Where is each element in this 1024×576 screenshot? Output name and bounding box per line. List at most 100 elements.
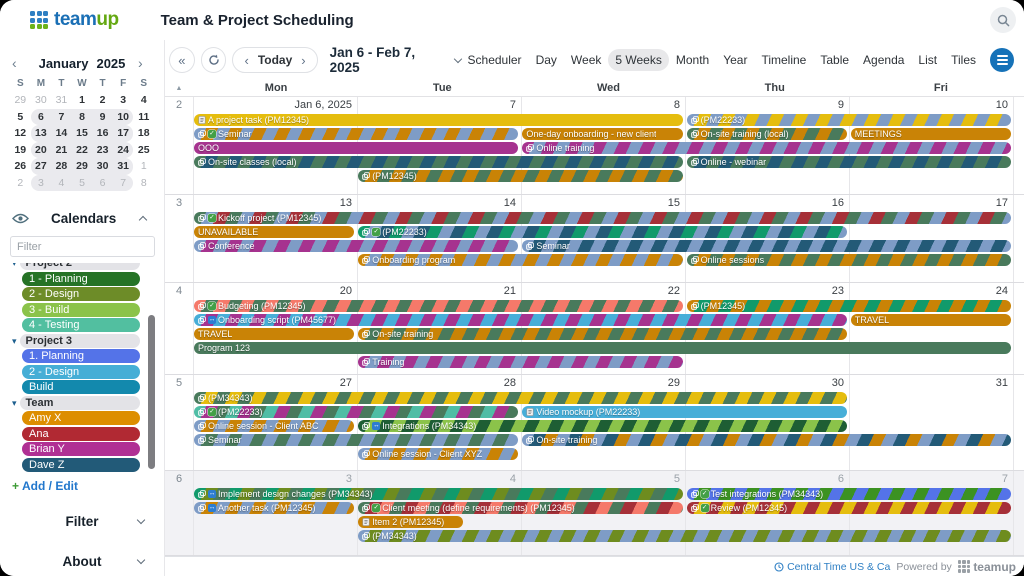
- event[interactable]: Online sessions: [686, 254, 1011, 266]
- teamup-logo[interactable]: team up: [30, 9, 119, 31]
- calendar-group-header[interactable]: ▾ Team: [12, 395, 140, 410]
- calendars-collapse-icon[interactable]: [138, 215, 148, 225]
- mini-day[interactable]: 14: [51, 125, 72, 142]
- event[interactable]: ↔ Implement design changes (PM34343): [194, 488, 683, 500]
- view-tab-table[interactable]: Table: [820, 53, 850, 67]
- mini-day[interactable]: 22: [71, 141, 93, 158]
- mini-day[interactable]: 6: [30, 108, 52, 125]
- mini-day[interactable]: 9: [92, 108, 113, 125]
- mini-day[interactable]: 12: [14, 127, 27, 140]
- event[interactable]: On-site training: [522, 434, 1011, 446]
- mini-day[interactable]: 15: [71, 125, 93, 142]
- mini-day[interactable]: 31: [55, 94, 68, 107]
- calendar-list-item[interactable]: 2 - Design: [22, 287, 140, 301]
- add-edit-link[interactable]: + Add / Edit: [12, 479, 164, 493]
- calendar-list-item[interactable]: 1 - Planning: [22, 271, 140, 286]
- mini-day[interactable]: 1: [79, 94, 85, 107]
- event[interactable]: (PM22233): [686, 114, 1011, 126]
- mini-day[interactable]: 13: [30, 125, 52, 142]
- event[interactable]: Onboarding program: [358, 254, 683, 266]
- view-tab-list[interactable]: List: [918, 53, 938, 67]
- event[interactable]: Program 123: [194, 342, 1011, 354]
- event[interactable]: ✓ Test integrations (PM34343): [686, 488, 1011, 500]
- mini-day[interactable]: 4: [51, 174, 72, 191]
- mini-day[interactable]: 19: [14, 143, 27, 156]
- event[interactable]: TRAVEL: [850, 314, 1011, 326]
- mini-day[interactable]: 4: [140, 94, 147, 107]
- event[interactable]: ✓ (PM22233): [358, 226, 847, 238]
- view-tab-month[interactable]: Month: [675, 53, 710, 67]
- event[interactable]: ✓ (PM22233): [194, 406, 519, 418]
- mini-day[interactable]: 27: [30, 158, 52, 175]
- mini-day[interactable]: 26: [14, 160, 27, 173]
- event[interactable]: OOO: [194, 142, 519, 154]
- mini-day[interactable]: 16: [92, 125, 113, 142]
- event[interactable]: Seminar: [522, 240, 1011, 252]
- day-cell[interactable]: 3: [193, 471, 357, 555]
- calendar-list-item[interactable]: 3 - Build: [22, 302, 140, 317]
- day-cell[interactable]: 24: [849, 283, 1014, 374]
- day-cell[interactable]: 21: [357, 283, 521, 374]
- event[interactable]: Item 2 (PM12345): [358, 516, 463, 528]
- day-cell[interactable]: Jan 6, 2025: [193, 97, 357, 194]
- event[interactable]: Video mockup (PM22233): [522, 406, 847, 418]
- day-cell[interactable]: 17: [849, 195, 1014, 282]
- mini-day[interactable]: 5: [17, 110, 24, 123]
- mini-day[interactable]: 28: [51, 158, 72, 175]
- mini-day[interactable]: 2: [17, 176, 24, 189]
- today-button[interactable]: Today: [257, 53, 293, 67]
- view-tab-agenda[interactable]: Agenda: [863, 53, 905, 67]
- day-cell[interactable]: 6: [685, 471, 849, 555]
- view-tab-year[interactable]: Year: [723, 53, 748, 67]
- day-cell[interactable]: 16: [685, 195, 849, 282]
- mini-day[interactable]: 2: [99, 94, 106, 107]
- view-tab-day[interactable]: Day: [535, 53, 557, 67]
- mini-day[interactable]: 29: [14, 94, 27, 107]
- view-tab-tiles[interactable]: Tiles: [951, 53, 976, 67]
- event[interactable]: (PM34343): [194, 392, 847, 404]
- event[interactable]: ↔ Integrations (PM34343): [358, 420, 847, 432]
- event[interactable]: Online - webinar: [686, 156, 1011, 168]
- mini-day[interactable]: 8: [71, 108, 93, 125]
- event[interactable]: UNAVAILABLE: [194, 226, 355, 238]
- mini-day[interactable]: 24: [112, 141, 134, 158]
- mini-day[interactable]: 17: [112, 125, 134, 142]
- day-cell[interactable]: 15: [521, 195, 685, 282]
- event[interactable]: (PM12345): [358, 170, 683, 182]
- event[interactable]: Online session - Client XYZ: [358, 448, 519, 460]
- mini-prev-month-icon[interactable]: ‹: [12, 55, 17, 71]
- calendar-list-scrollbar[interactable]: [148, 315, 155, 469]
- calendar-list-item[interactable]: 4 - Testing: [22, 318, 140, 332]
- event[interactable]: Conference: [194, 240, 519, 252]
- about-section[interactable]: About: [0, 549, 164, 573]
- day-cell[interactable]: 27: [193, 375, 357, 470]
- mini-next-month-icon[interactable]: ›: [138, 55, 143, 71]
- event[interactable]: On-site training: [358, 328, 847, 340]
- mini-day[interactable]: 6: [92, 174, 113, 191]
- calendar-list-item[interactable]: Ana: [22, 426, 140, 441]
- mini-day[interactable]: 3: [30, 174, 52, 191]
- mini-day[interactable]: 7: [51, 108, 72, 125]
- mini-day[interactable]: 31: [112, 158, 134, 175]
- day-cell[interactable]: 4: [357, 471, 521, 555]
- mini-day[interactable]: 8: [140, 176, 147, 189]
- day-cell[interactable]: 20: [193, 283, 357, 374]
- day-cell[interactable]: 31: [849, 375, 1014, 470]
- event[interactable]: ✓ Kickoff project (PM12345): [194, 212, 1011, 224]
- event[interactable]: (PM34343): [358, 530, 1011, 542]
- collapse-weeks-icon[interactable]: ▲: [175, 84, 183, 92]
- calendar-list-item[interactable]: 2 - Design: [22, 364, 140, 379]
- eye-icon[interactable]: [12, 213, 29, 224]
- event[interactable]: Seminar: [194, 434, 519, 446]
- day-cell[interactable]: 28: [357, 375, 521, 470]
- day-cell[interactable]: 14: [357, 195, 521, 282]
- event[interactable]: On-site classes (local): [194, 156, 683, 168]
- mini-day[interactable]: 5: [71, 174, 93, 191]
- event[interactable]: ✓ Budgeting (PM12345): [194, 300, 683, 312]
- search-button[interactable]: [990, 7, 1016, 33]
- event[interactable]: One-day onboarding - new client: [522, 128, 683, 140]
- event[interactable]: TRAVEL: [194, 328, 355, 340]
- event[interactable]: ↔ Another task (PM12345): [194, 502, 355, 514]
- mini-day[interactable]: 25: [137, 143, 150, 156]
- mini-day[interactable]: 18: [137, 127, 150, 140]
